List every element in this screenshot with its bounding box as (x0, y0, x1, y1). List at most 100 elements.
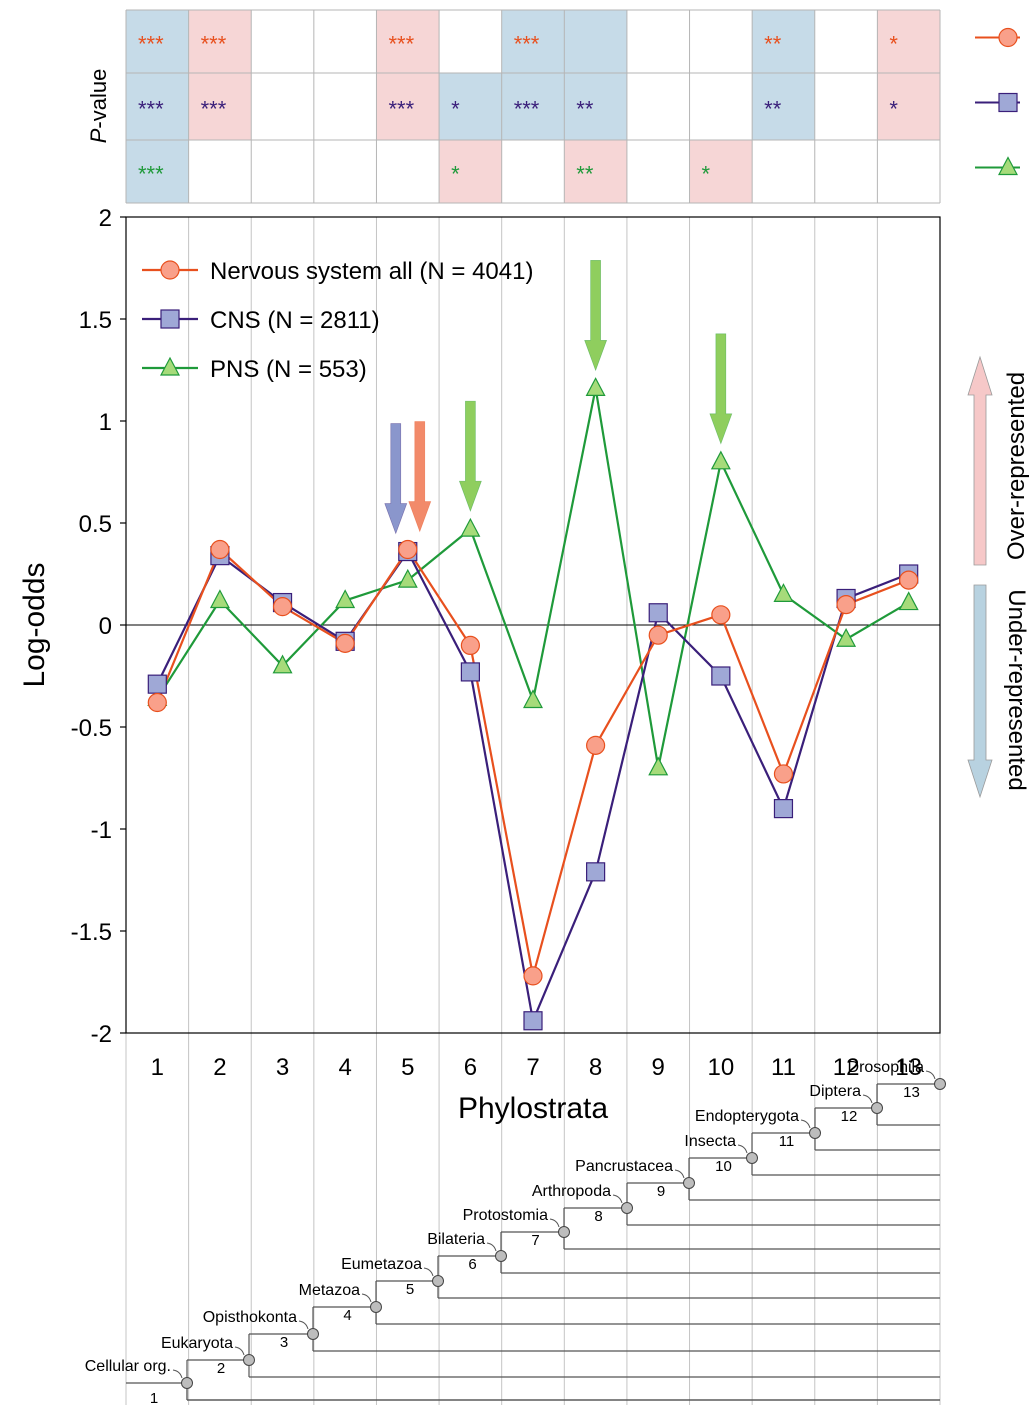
significance-stars: *** (388, 32, 414, 57)
significance-cell (376, 140, 440, 203)
tree-node (432, 1275, 444, 1287)
data-point (335, 589, 356, 609)
clade-label: Cellular org. (85, 1358, 171, 1375)
data-point (209, 589, 230, 609)
tree-node (746, 1152, 758, 1164)
significance-cell (188, 10, 252, 73)
highlight-arrow (709, 333, 733, 445)
y-tick-label: -1 (91, 817, 112, 844)
data-point (585, 377, 606, 396)
plot-area (125, 216, 941, 1034)
significance-stars: * (702, 162, 711, 187)
data-point (710, 450, 731, 470)
plot-axes: 21.510.50-0.5-1-1.5-21 2 3 4 5 6 7 8 9 10 11 12 13Ph… (18, 205, 922, 1125)
significance-cell (126, 10, 189, 73)
x-tick-label: 13 (895, 1054, 922, 1081)
highlight-arrow (458, 400, 482, 512)
clade-label: Arthropoda (532, 1183, 611, 1200)
tree-node (871, 1102, 883, 1114)
data-point (147, 674, 167, 694)
significance-stars: *** (138, 97, 164, 122)
significance-stars: * (889, 97, 898, 122)
clade-label: Protostomia (463, 1207, 548, 1224)
data-point (711, 666, 731, 686)
significance-cell (564, 140, 627, 203)
data-point (398, 539, 418, 560)
significance-cell (752, 10, 815, 73)
clade-leader (361, 1293, 372, 1303)
clade-leader (800, 1119, 811, 1129)
highlight-arrow (384, 423, 408, 535)
significance-cell (501, 10, 565, 73)
data-point (523, 966, 543, 986)
y-tick-label: 2 (99, 205, 112, 232)
tree-node (307, 1328, 319, 1340)
data-point (147, 692, 167, 713)
y-tick-label: -2 (91, 1021, 112, 1048)
x-tick-label: 11 (771, 1054, 796, 1081)
significance-cell (877, 140, 940, 203)
clade-leader (612, 1194, 623, 1204)
significance-cell (689, 140, 753, 203)
p-value-label: P-value (86, 69, 111, 144)
legend-label: Nervous system all (N = 4041) (210, 258, 533, 285)
clade-label: Bilateria (427, 1231, 485, 1248)
significance-cell (814, 10, 878, 73)
highlight-arrow (408, 421, 432, 533)
significance-cell (188, 73, 252, 140)
significance-cell (251, 10, 314, 73)
data-point (272, 597, 293, 617)
data-point (773, 764, 794, 784)
clade-leader (862, 1094, 873, 1104)
significance-cell (689, 10, 753, 73)
clade-label: Opisthokonta (203, 1309, 297, 1326)
stratum-number: 5 (406, 1281, 414, 1298)
p-value-label-rest: -value (86, 69, 111, 129)
series-line (156, 388, 910, 769)
data-point (648, 625, 668, 645)
significance-cell (564, 10, 627, 73)
significance-cell (564, 73, 627, 140)
clade-leader (234, 1346, 245, 1356)
significance-cell (376, 73, 440, 140)
data-point (272, 654, 293, 674)
clade-label: Metazoa (299, 1282, 360, 1299)
x-tick-label: 3 (276, 1054, 289, 1081)
significance-stars: ** (576, 97, 594, 122)
significance-cell (689, 73, 753, 140)
significance-cell (752, 140, 815, 203)
significance-legend-marker (998, 156, 1018, 176)
significance-legend (975, 27, 1020, 176)
legend-label: CNS (N = 2811) (210, 307, 380, 334)
data-point (460, 635, 480, 656)
data-point (586, 735, 606, 755)
stratum-number: 12 (841, 1108, 858, 1125)
y-tick-label: 0 (99, 613, 112, 640)
tree-node (370, 1301, 382, 1313)
clade-leader (674, 1169, 685, 1179)
tree-node (934, 1078, 946, 1090)
plot-legend: Nervous system all (N = 4041) CNS (N = 28… (142, 258, 533, 383)
y-axis-label: Log-odds (18, 562, 51, 687)
significance-cell (439, 140, 502, 203)
data-point (460, 662, 480, 682)
x-tick-label: 4 (338, 1054, 351, 1081)
stratum-number: 10 (715, 1158, 732, 1175)
significance-cell (501, 73, 565, 140)
y-tick-label: -0.5 (71, 715, 112, 742)
significance-cell (877, 10, 940, 73)
clade-label: Endopterygota (695, 1108, 799, 1125)
x-tick-label: 5 (401, 1054, 414, 1081)
significance-cell (439, 73, 502, 140)
stratum-number: 8 (594, 1208, 602, 1225)
plot-series (147, 377, 919, 1031)
y-tick-label: 1 (99, 409, 112, 436)
series-line (156, 547, 910, 977)
tree-node (495, 1250, 507, 1262)
clade-leader (737, 1144, 748, 1154)
x-tick-label: 8 (589, 1054, 602, 1081)
significance-cell (752, 73, 815, 140)
data-point (335, 633, 355, 653)
plot-gridlines (125, 217, 941, 1405)
